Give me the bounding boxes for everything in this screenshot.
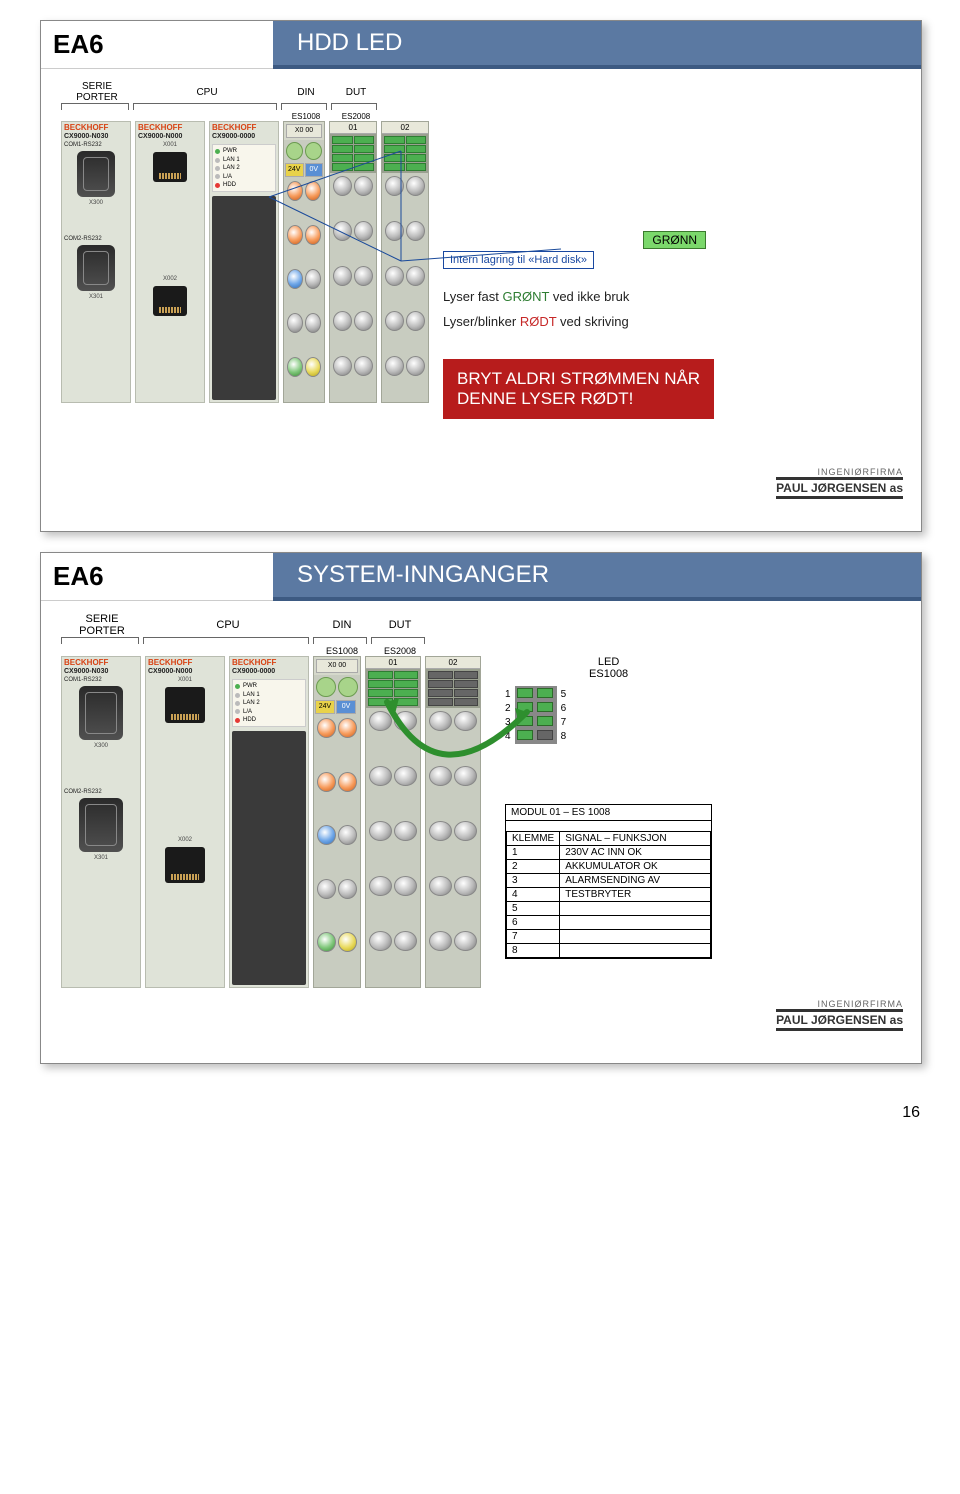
brand1b: BECKHOFF <box>64 659 138 668</box>
model2: CX9000-N000 <box>138 133 202 141</box>
slide2-tag: EA6 <box>41 553 273 601</box>
label-serieporter: SERIE PORTER <box>61 81 133 103</box>
x301-label: X301 <box>62 294 130 300</box>
slide2-title: SYSTEM-INNGANGER <box>273 553 921 601</box>
brand1: BECKHOFF <box>64 124 128 133</box>
slide1-content: SERIE PORTER CPU DIN DUT ES1008 ES2008 B… <box>41 69 921 511</box>
module-serial2: BECKHOFF CX9000-N030 COM1-RS232 X300 COM… <box>61 656 141 988</box>
xo-block: X0 00 <box>284 122 324 140</box>
es1008-slice: 01 <box>329 121 377 403</box>
dsub-port-icon <box>79 798 123 852</box>
module-lan2: BECKHOFF CX9000-N000 X001 X002 <box>145 656 225 988</box>
top-label-row: SERIE PORTER CPU DIN DUT <box>61 81 901 103</box>
slide1-title: HDD LED <box>273 21 921 69</box>
label-dut: DUT <box>331 81 381 103</box>
slide-system-innganger: EA6 SYSTEM-INNGANGER SERIE PORTER CPU DI… <box>40 552 922 1064</box>
led-la: L/A <box>223 173 232 181</box>
th-signal: SIGNAL – FUNKSJON <box>560 832 711 846</box>
power-slice: X0 00 24V 0V <box>283 121 325 403</box>
rj45-port-icon <box>165 847 205 883</box>
slide1-tag: EA6 <box>41 21 273 69</box>
table-caption: MODUL 01 – ES 1008 <box>506 805 711 821</box>
es2008-label: ES2008 <box>331 112 381 121</box>
info-line1: Lyser fast GRØNT ved ikke bruk <box>443 287 714 308</box>
dsub-port-icon <box>77 151 115 197</box>
signal-table-wrap: MODUL 01 – ES 1008 KLEMME SIGNAL – FUNKS… <box>505 804 712 959</box>
led-title: LED <box>505 656 712 668</box>
module-serial: BECKHOFF CX9000-N030 COM1-RS232 X300 COM… <box>61 121 131 403</box>
es2008-label2: ES2008 <box>371 646 429 656</box>
module-cpu2: BECKHOFF CX9000-0000 PWR LAN 1 LAN 2 L/A… <box>229 656 309 988</box>
label-cpu: CPU <box>133 81 281 103</box>
page-number: 16 <box>0 1084 960 1152</box>
led-lan2: LAN 2 <box>223 164 240 172</box>
signal-table: KLEMME SIGNAL – FUNKSJON 1230V AC INN OK… <box>506 831 711 958</box>
com1-label: COM1-RS232 <box>62 142 130 148</box>
label-dut2: DUT <box>371 613 429 637</box>
led-pwr: PWR <box>223 147 237 155</box>
brand2: BECKHOFF <box>138 124 202 133</box>
slide2-header: EA6 SYSTEM-INNGANGER <box>41 553 921 601</box>
label-serieporter2: SERIE PORTER <box>61 613 143 637</box>
footer-logo: INGENIØRFIRMA PAUL JØRGENSEN as <box>776 467 903 499</box>
model1: CX9000-N030 <box>64 133 128 141</box>
bracket-row2 <box>61 637 901 644</box>
device-row2: BECKHOFF CX9000-N030 COM1-RS232 X300 COM… <box>61 656 901 988</box>
module-lan: BECKHOFF CX9000-N000 X001 X002 <box>135 121 205 403</box>
th-klemme: KLEMME <box>507 832 560 846</box>
led-legend-grid: 1 2 3 4 5 6 7 8 <box>505 686 712 744</box>
rj45-port-icon <box>165 687 205 723</box>
com2-label: COM2-RS232 <box>62 236 130 242</box>
top-label-row2: SERIE PORTER CPU DIN DUT <box>61 613 901 637</box>
model1b: CX9000-N030 <box>64 668 138 676</box>
x001-label: X001 <box>136 142 204 148</box>
dsub-port-icon <box>79 686 123 740</box>
slide-hdd-led: EA6 HDD LED SERIE PORTER CPU DIN DUT ES1… <box>40 20 922 532</box>
hdd-callout-label: Intern lagring til «Hard disk» <box>443 251 594 269</box>
slide2-content: SERIE PORTER CPU DIN DUT ES1008 ES2008 B… <box>41 601 921 1043</box>
xo-label: X0 00 <box>286 124 322 138</box>
label-cpu2: CPU <box>143 613 313 637</box>
es2008-slice2: 02 <box>425 656 481 988</box>
es1008-label: ES1008 <box>281 112 331 121</box>
callout-area: GRØNN Intern lagring til «Hard disk» Lys… <box>443 121 714 419</box>
v0-label: 0V <box>305 163 324 177</box>
led-hdd: HDD <box>223 181 236 189</box>
io-label-row: ES1008 ES2008 <box>61 112 901 121</box>
rj45-port-icon <box>153 286 187 316</box>
label-din: DIN <box>281 81 331 103</box>
info-line2: Lyser/blinker RØDT ved skriving <box>443 312 714 333</box>
es2008-slice: 02 <box>381 121 429 403</box>
label-din2: DIN <box>313 613 371 637</box>
module-cpu: BECKHOFF CX9000-0000 PWR LAN 1 LAN 2 L/A… <box>209 121 279 403</box>
device-row: BECKHOFF CX9000-N030 COM1-RS232 X300 COM… <box>61 121 901 419</box>
brand3: BECKHOFF <box>212 124 276 133</box>
gronn-badge: GRØNN <box>643 231 706 249</box>
es1008-label2: ES1008 <box>313 646 371 656</box>
addr1: 01 <box>330 122 376 134</box>
bracket-row <box>61 103 901 110</box>
model3: CX9000-0000 <box>212 133 276 141</box>
led-lan1: LAN 1 <box>223 156 240 164</box>
cpu-led-list: PWR LAN 1 LAN 2 L/A HDD <box>212 144 276 192</box>
dsub-port-icon <box>77 245 115 291</box>
warning-box: BRYT ALDRI STRØMMEN NÅR DENNE LYSER RØDT… <box>443 359 714 419</box>
rj45-port-icon <box>153 152 187 182</box>
power-slice2: X0 00 24V 0V <box>313 656 361 988</box>
io-label-row2: ES1008 ES2008 <box>61 646 901 656</box>
x002-label: X002 <box>136 276 204 282</box>
led-sub: ES1008 <box>505 668 712 680</box>
slide1-header: EA6 HDD LED <box>41 21 921 69</box>
v24-label: 24V <box>285 163 304 177</box>
addr2: 02 <box>382 122 428 134</box>
cpu-led-list2: PWR LAN 1 LAN 2 L/A HDD <box>232 679 306 727</box>
es1008-slice2: 01 <box>365 656 421 988</box>
led-legend-block: LED ES1008 1 2 3 4 <box>505 656 712 959</box>
footer-logo2: INGENIØRFIRMA PAUL JØRGENSEN as <box>776 999 903 1031</box>
